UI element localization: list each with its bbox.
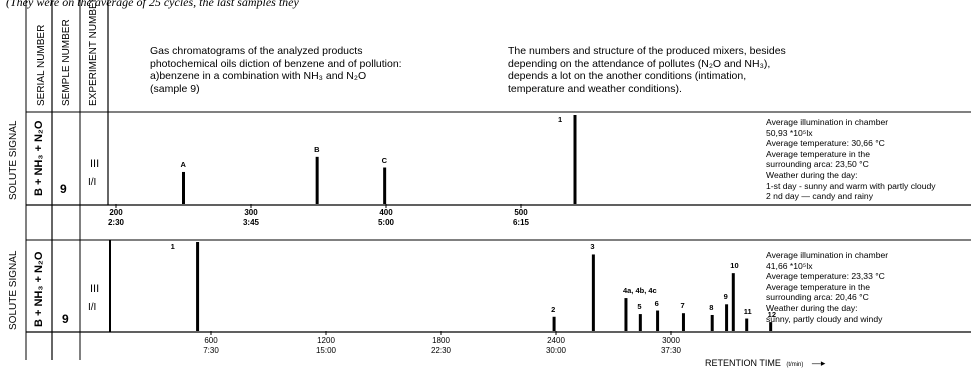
peak-bar	[769, 322, 773, 331]
peak-bar	[573, 115, 577, 204]
x-tick-label: 1800	[432, 336, 450, 345]
peak-bar	[624, 298, 628, 331]
x-tick-label: 600	[204, 336, 218, 345]
x-tick-time-label: 30:00	[545, 346, 567, 355]
x-tick-time-label: 37:30	[660, 346, 682, 355]
peak-bar	[383, 167, 387, 204]
x-tick-label: 1200	[317, 336, 335, 345]
x-tick-time-label: 15:00	[315, 346, 337, 355]
peak-bar	[745, 318, 749, 331]
info-line: Average temperature: 23,33 °C	[766, 271, 885, 282]
description-left-line: (sample 9)	[150, 82, 200, 95]
conditions-info-1: Average illumination in chamber 50,93 *1…	[766, 117, 936, 202]
peak-label: 6	[654, 298, 659, 308]
x-tick-time-label: 7:30	[203, 346, 219, 355]
peak-label: B	[314, 144, 320, 154]
info-line: Average temperature: 30,66 °C	[766, 138, 885, 149]
info-line: 41,66 *10⁵lx	[766, 260, 813, 271]
x-tick-label: 2400	[547, 336, 565, 345]
info-line: 50,93 *10⁵lx	[766, 127, 813, 138]
description-left-line: Gas chromatograms of the analyzed produc…	[150, 45, 363, 57]
peak-bar	[710, 314, 714, 331]
experiment-number-2: III	[90, 283, 100, 295]
x-tick-time-label: 3:45	[242, 218, 259, 227]
info-line: Weather during the day:	[766, 169, 858, 180]
info-line: Average illumination in chamber	[766, 117, 889, 127]
x-axis-unit: (t/min)	[786, 362, 804, 368]
x-tick-time-label: 6:15	[512, 218, 529, 227]
experiment-sub-1: I/I	[88, 177, 97, 188]
x-tick-label: 200	[109, 208, 123, 217]
peak-bar	[656, 310, 660, 331]
description-left-line: a)benzene in a combination with NH₃ and …	[150, 70, 367, 82]
peak-bar	[731, 273, 735, 331]
info-line: Weather during the day:	[766, 302, 858, 313]
peak-label: 3	[590, 242, 595, 252]
peak-bar	[315, 156, 319, 204]
x-tick-label: 3000	[662, 336, 680, 345]
sample-number-2: 9	[62, 312, 69, 326]
x-tick-label: 300	[244, 208, 258, 217]
description-left-line: photochemical oils diction of benzene an…	[150, 57, 402, 70]
peak-bar	[552, 316, 556, 331]
arrow-right-icon: —▸	[811, 358, 826, 368]
info-line: Average illumination in chamber	[766, 250, 889, 260]
conditions-info-2: Average illumination in chamber 41,66 *1…	[766, 250, 888, 324]
info-line: 2 nd day — candy and rainy	[766, 191, 874, 202]
info-line: surrounding arca: 20,46 °C	[766, 292, 869, 303]
peak-label: 8	[709, 302, 714, 312]
peak-label: 4a, 4b, 4c	[622, 286, 657, 296]
peak-bar	[638, 314, 642, 331]
peak-label: 10	[730, 261, 739, 271]
peak-label: 1	[170, 242, 175, 251]
x-tick-label: 400	[379, 208, 393, 217]
description-right-line: depending on the attendance of pollutes …	[508, 57, 771, 70]
peak-label: 9	[723, 292, 728, 302]
description-right-line: The numbers and structure of the produce…	[508, 45, 786, 57]
description-right-line: temperature and weather conditions).	[508, 82, 682, 95]
x-tick-time-label: 2:30	[107, 218, 124, 227]
peak-bar	[725, 304, 729, 331]
peak-label: 11	[743, 306, 752, 316]
x-tick-label: 500	[514, 208, 528, 217]
peak-label: 5	[637, 302, 642, 312]
sample-number-1: 9	[60, 182, 67, 196]
x-axis-label: RETENTION TIME (t/min) —▸	[705, 358, 825, 369]
info-line: Average temperature in the	[766, 148, 870, 159]
x-axis-title: RETENTION TIME	[705, 358, 781, 368]
info-line: 1-st day - sunny and warm with partly cl…	[766, 180, 936, 191]
peak-label: 7	[680, 301, 685, 311]
peak-label: 12	[767, 310, 776, 320]
x-tick-time-label: 22:30	[430, 346, 452, 355]
experiment-number-1: III	[90, 158, 100, 170]
peak-bar	[681, 313, 685, 331]
x-tick-time-label: 5:00	[377, 218, 394, 227]
experiment-sub-2: I/I	[88, 302, 97, 313]
peak-bar	[591, 254, 595, 331]
info-line: sunny, partly cloudy and windy	[766, 313, 883, 324]
peak-label: A	[180, 159, 186, 169]
description-right-line: depends a lot on the another conditions …	[508, 70, 747, 82]
caption: (They were on the average of 25 cycles, …	[6, 0, 299, 9]
peak-label: C	[381, 155, 388, 165]
description-right: The numbers and structure of the produce…	[508, 45, 786, 95]
peak-bar	[196, 242, 200, 331]
peak-label: 1	[558, 115, 563, 124]
peak-bar	[182, 171, 185, 204]
description-left: Gas chromatograms of the analyzed produc…	[150, 45, 402, 95]
info-line: Average temperature in the	[766, 281, 870, 292]
peak-label: 2	[551, 304, 556, 314]
info-line: surrounding arca: 23,50 °C	[766, 159, 869, 170]
